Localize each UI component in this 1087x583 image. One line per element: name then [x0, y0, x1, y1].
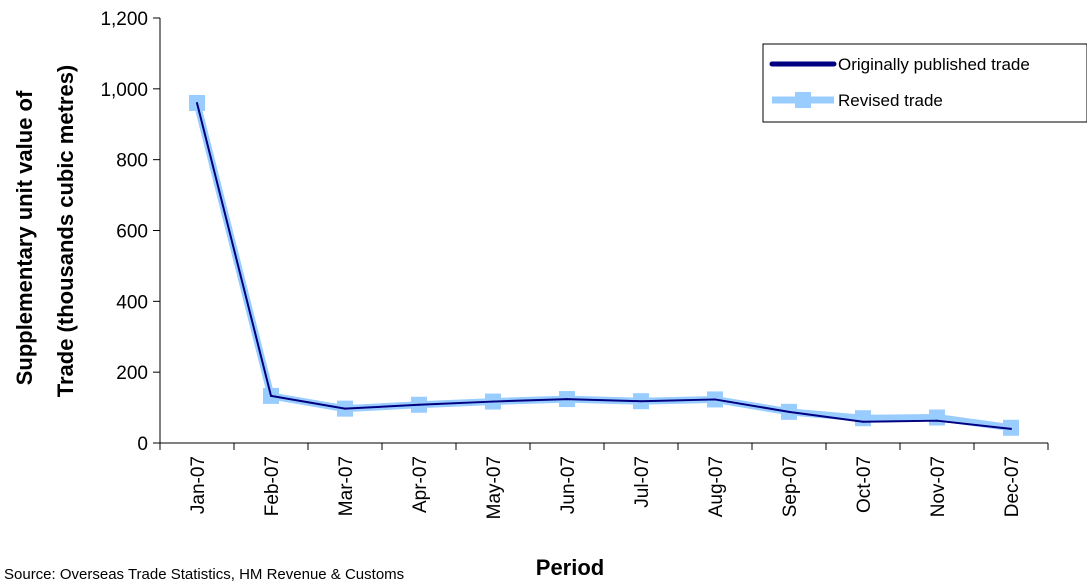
x-axis-title: Period — [536, 555, 604, 580]
x-tick-label: Oct-07 — [854, 456, 875, 513]
data-point-original — [492, 401, 494, 403]
x-tick-label: Sep-07 — [780, 456, 801, 517]
x-tick-label: Apr-07 — [410, 456, 431, 513]
source-note: Source: Overseas Trade Statistics, HM Re… — [4, 566, 404, 583]
y-tick-label: 0 — [137, 434, 148, 455]
y-axis-title-line-1: Supplementary unit value of — [12, 90, 37, 385]
data-point-original — [936, 420, 938, 422]
data-point-revised — [855, 410, 871, 426]
legend: Originally published trade Revised trade — [763, 44, 1087, 122]
y-tick-label: 200 — [116, 363, 148, 384]
y-tick-label: 1,000 — [100, 80, 148, 101]
data-point-original — [1010, 428, 1012, 430]
data-point-original — [788, 411, 790, 413]
y-tick-label: 1,200 — [100, 9, 148, 30]
y-axis-ticks: 0 200 400 600 800 1,000 1,200 — [100, 9, 160, 455]
x-tick-label: Nov-07 — [928, 456, 949, 517]
x-tick-label: Feb-07 — [262, 456, 283, 516]
y-axis-title-line-2: Trade (thousands cubic metres) — [53, 65, 78, 398]
data-point-revised — [929, 410, 945, 426]
x-tick-label: Mar-07 — [336, 456, 357, 516]
data-point-original — [196, 102, 198, 104]
x-tick-label: May-07 — [484, 456, 505, 519]
data-point-original — [714, 398, 716, 400]
y-axis-title: Supplementary unit value of Trade (thous… — [12, 65, 78, 398]
x-tick-label: Dec-07 — [1002, 456, 1023, 517]
x-tick-label: Jan-07 — [188, 456, 209, 514]
y-tick-label: 800 — [116, 151, 148, 172]
x-tick-label: Jul-07 — [632, 456, 653, 508]
legend-marker-revised — [795, 92, 811, 108]
x-tick-label: Aug-07 — [706, 456, 727, 517]
y-tick-label: 400 — [116, 292, 148, 313]
data-point-original — [344, 408, 346, 410]
series-line-revised — [197, 103, 1011, 428]
data-point-original — [418, 404, 420, 406]
legend-label-original: Originally published trade — [838, 55, 1030, 74]
data-point-original — [640, 400, 642, 402]
y-tick-label: 600 — [116, 222, 148, 243]
x-axis-ticks: Jan-07 Feb-07 Mar-07 Apr-07 May-07 Jun-07 Jul-… — [160, 443, 1048, 519]
legend-label-revised: Revised trade — [838, 91, 943, 110]
data-point-original — [270, 395, 272, 397]
series-layer — [189, 95, 1019, 436]
x-tick-label: Jun-07 — [558, 456, 579, 514]
series-line-original — [197, 103, 1011, 429]
data-point-original — [862, 421, 864, 423]
data-point-original — [566, 398, 568, 400]
